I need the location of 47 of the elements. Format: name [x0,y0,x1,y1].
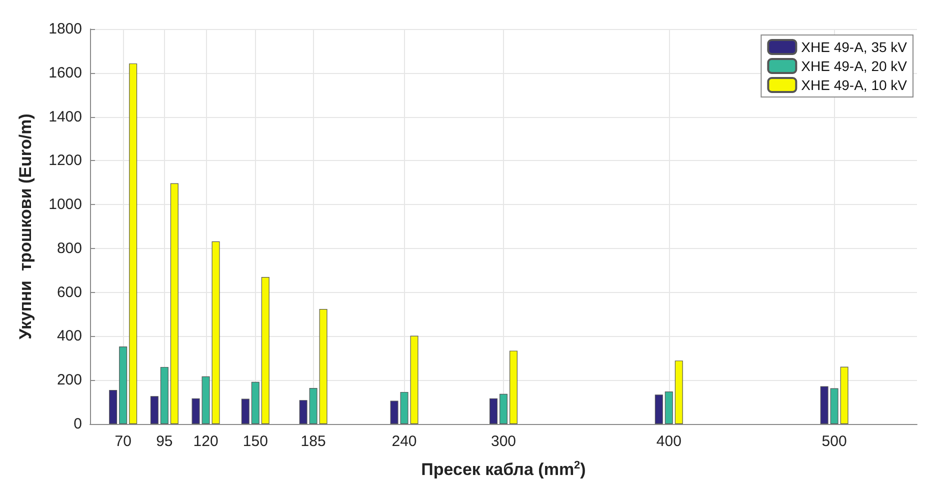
x-tick-label: 150 [242,433,268,450]
y-tick-label: 1000 [48,196,82,214]
legend-label: XHE 49-A, 10 kV [801,77,908,93]
bar [654,394,663,424]
y-tick-label: 1800 [48,20,82,38]
bar [119,346,128,424]
bar [319,309,328,424]
bar [309,388,318,424]
y-tick-label: 400 [56,328,82,345]
y-tick-label: 200 [56,372,82,389]
y-tick-label: 1400 [48,108,82,126]
legend-label: XHE 49-A, 20 kV [801,58,908,74]
x-tick-label: 185 [300,433,326,450]
x-tick-label: 70 [114,433,132,450]
bar [212,241,220,424]
bar [160,366,168,424]
bar [202,376,210,424]
bar [820,386,828,424]
bar [664,392,673,424]
bar [129,63,138,424]
bar [490,398,498,424]
y-axis-title: Укупни трошкови (Euro/m) [16,114,35,340]
y-tick-label: 1200 [48,152,82,170]
y-tick-label: 800 [56,240,82,257]
x-tick-label: 500 [822,433,847,450]
bar [510,350,518,424]
legend-label: XHE 49-A, 35 kV [801,39,908,55]
bar [674,360,683,424]
bar [251,382,260,424]
bar [500,394,508,424]
bar [261,276,270,424]
x-tick-label: 400 [656,433,682,450]
bar [840,366,848,424]
bar [109,390,118,424]
x-tick-label: 300 [490,433,516,450]
bar [830,388,838,424]
bar [299,400,308,424]
y-tick-label: 0 [74,416,82,432]
bar [241,398,250,424]
y-tick-label: 1600 [48,64,82,82]
x-tick-label: 240 [392,433,417,450]
bar [170,183,178,424]
bar [150,396,158,424]
x-tick-label: 95 [156,433,173,450]
bar [192,398,200,424]
x-tick-label: 120 [193,433,218,450]
y-tick-label: 600 [56,284,82,301]
